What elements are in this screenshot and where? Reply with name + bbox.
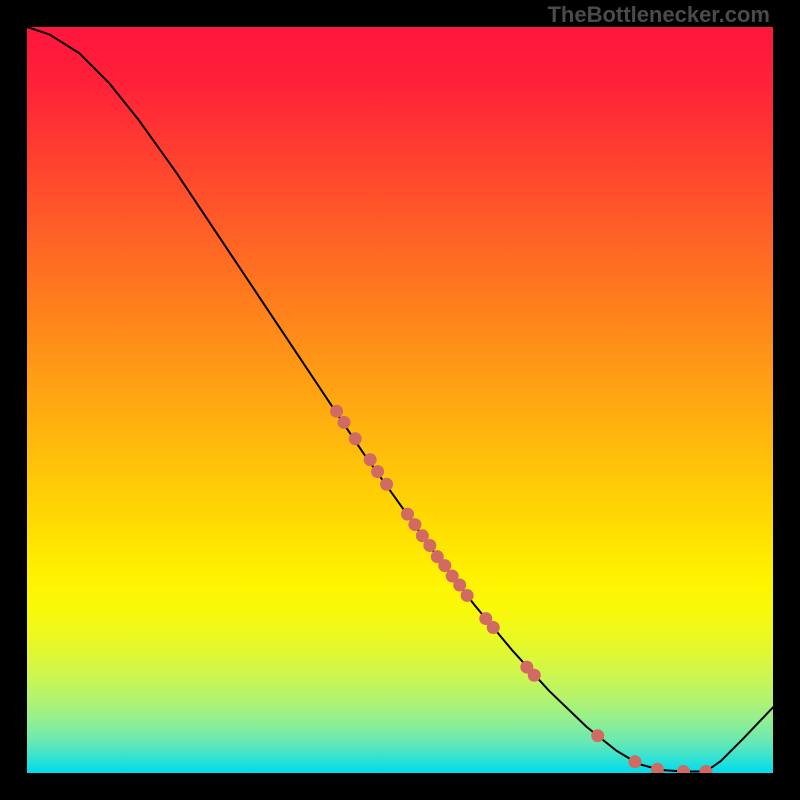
data-marker bbox=[461, 589, 473, 601]
chart-outer-frame: TheBottlenecker.com bbox=[0, 0, 800, 800]
data-marker bbox=[331, 405, 343, 417]
data-marker bbox=[424, 539, 436, 551]
data-marker bbox=[629, 756, 641, 768]
data-marker bbox=[592, 730, 604, 742]
data-marker bbox=[651, 763, 663, 773]
chart-svg bbox=[27, 27, 773, 773]
data-marker bbox=[700, 766, 712, 773]
data-marker bbox=[677, 766, 689, 773]
data-marker bbox=[401, 508, 413, 520]
data-marker bbox=[338, 416, 350, 428]
data-marker bbox=[439, 560, 451, 572]
gradient-background-rect bbox=[27, 27, 773, 773]
data-marker bbox=[528, 669, 540, 681]
data-marker bbox=[364, 454, 376, 466]
data-marker bbox=[381, 478, 393, 490]
data-marker bbox=[372, 466, 384, 478]
data-marker bbox=[409, 519, 421, 531]
watermark-text: TheBottlenecker.com bbox=[547, 2, 770, 28]
data-marker bbox=[349, 433, 361, 445]
data-marker bbox=[487, 622, 499, 634]
chart-plot-area bbox=[27, 27, 773, 773]
data-marker bbox=[454, 579, 466, 591]
